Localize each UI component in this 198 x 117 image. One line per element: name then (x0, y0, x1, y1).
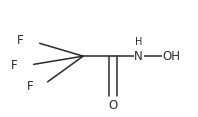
Text: H: H (135, 37, 142, 47)
Text: F: F (26, 80, 33, 93)
Text: OH: OH (162, 50, 180, 63)
Text: N: N (134, 50, 143, 63)
Text: F: F (10, 59, 17, 72)
Text: O: O (108, 99, 117, 112)
Text: F: F (16, 34, 23, 48)
